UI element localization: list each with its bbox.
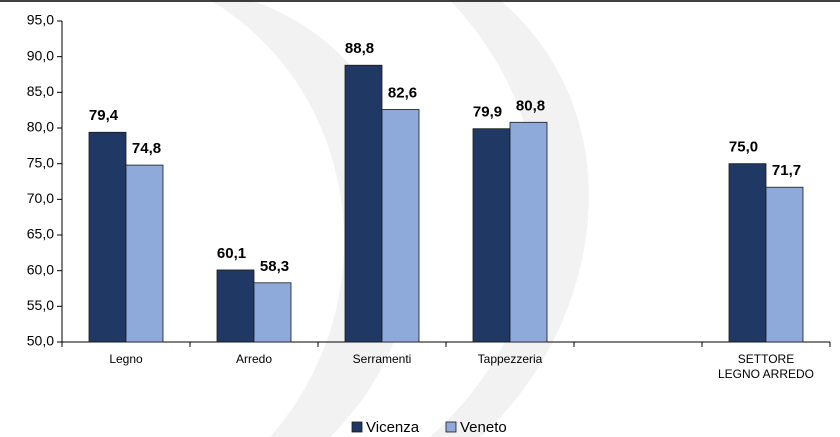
value-label: 79,9 <box>473 104 502 121</box>
legend-swatch <box>445 421 457 433</box>
value-label: 60,1 <box>217 245 246 262</box>
value-label: 75,0 <box>729 139 758 156</box>
legend-label: Veneto <box>460 419 507 436</box>
value-label: 58,3 <box>260 258 289 275</box>
x-tick-label: Tappezzeria <box>477 352 543 366</box>
bar <box>509 121 548 343</box>
y-tick-label: 65,0 <box>27 226 54 242</box>
x-tick-label: Arredo <box>235 352 273 366</box>
y-tick-label: 80,0 <box>27 119 54 135</box>
value-label: 80,8 <box>516 97 545 114</box>
y-tick-label: 50,0 <box>27 333 54 349</box>
y-tick-label: 95,0 <box>27 12 54 28</box>
watermark <box>430 0 589 437</box>
y-tick-label: 75,0 <box>27 154 54 170</box>
x-tick-label: Legno <box>109 352 143 366</box>
bar <box>344 64 383 343</box>
bar <box>472 128 511 343</box>
y-tick-label: 70,0 <box>27 190 54 206</box>
y-tick-label: 55,0 <box>27 297 54 313</box>
bar <box>728 163 767 343</box>
y-tick-label: 90,0 <box>27 47 54 63</box>
bar <box>381 109 420 343</box>
x-tick-label: SETTORE LEGNO ARREDO <box>717 352 815 381</box>
bar <box>216 269 255 343</box>
value-label: 82,6 <box>388 84 417 101</box>
y-tick-label: 60,0 <box>27 261 54 277</box>
bar <box>125 164 164 343</box>
bar <box>765 186 804 343</box>
x-tick-label: Serramenti <box>352 352 412 366</box>
bar <box>253 282 292 343</box>
value-label: 71,7 <box>772 162 801 179</box>
legend-swatch <box>351 421 363 433</box>
y-tick-label: 85,0 <box>27 83 54 99</box>
bar <box>88 131 127 343</box>
value-label: 79,4 <box>89 107 119 124</box>
value-label: 88,8 <box>345 40 374 57</box>
legend-label: Vicenza <box>366 419 420 436</box>
value-label: 74,8 <box>132 140 161 157</box>
